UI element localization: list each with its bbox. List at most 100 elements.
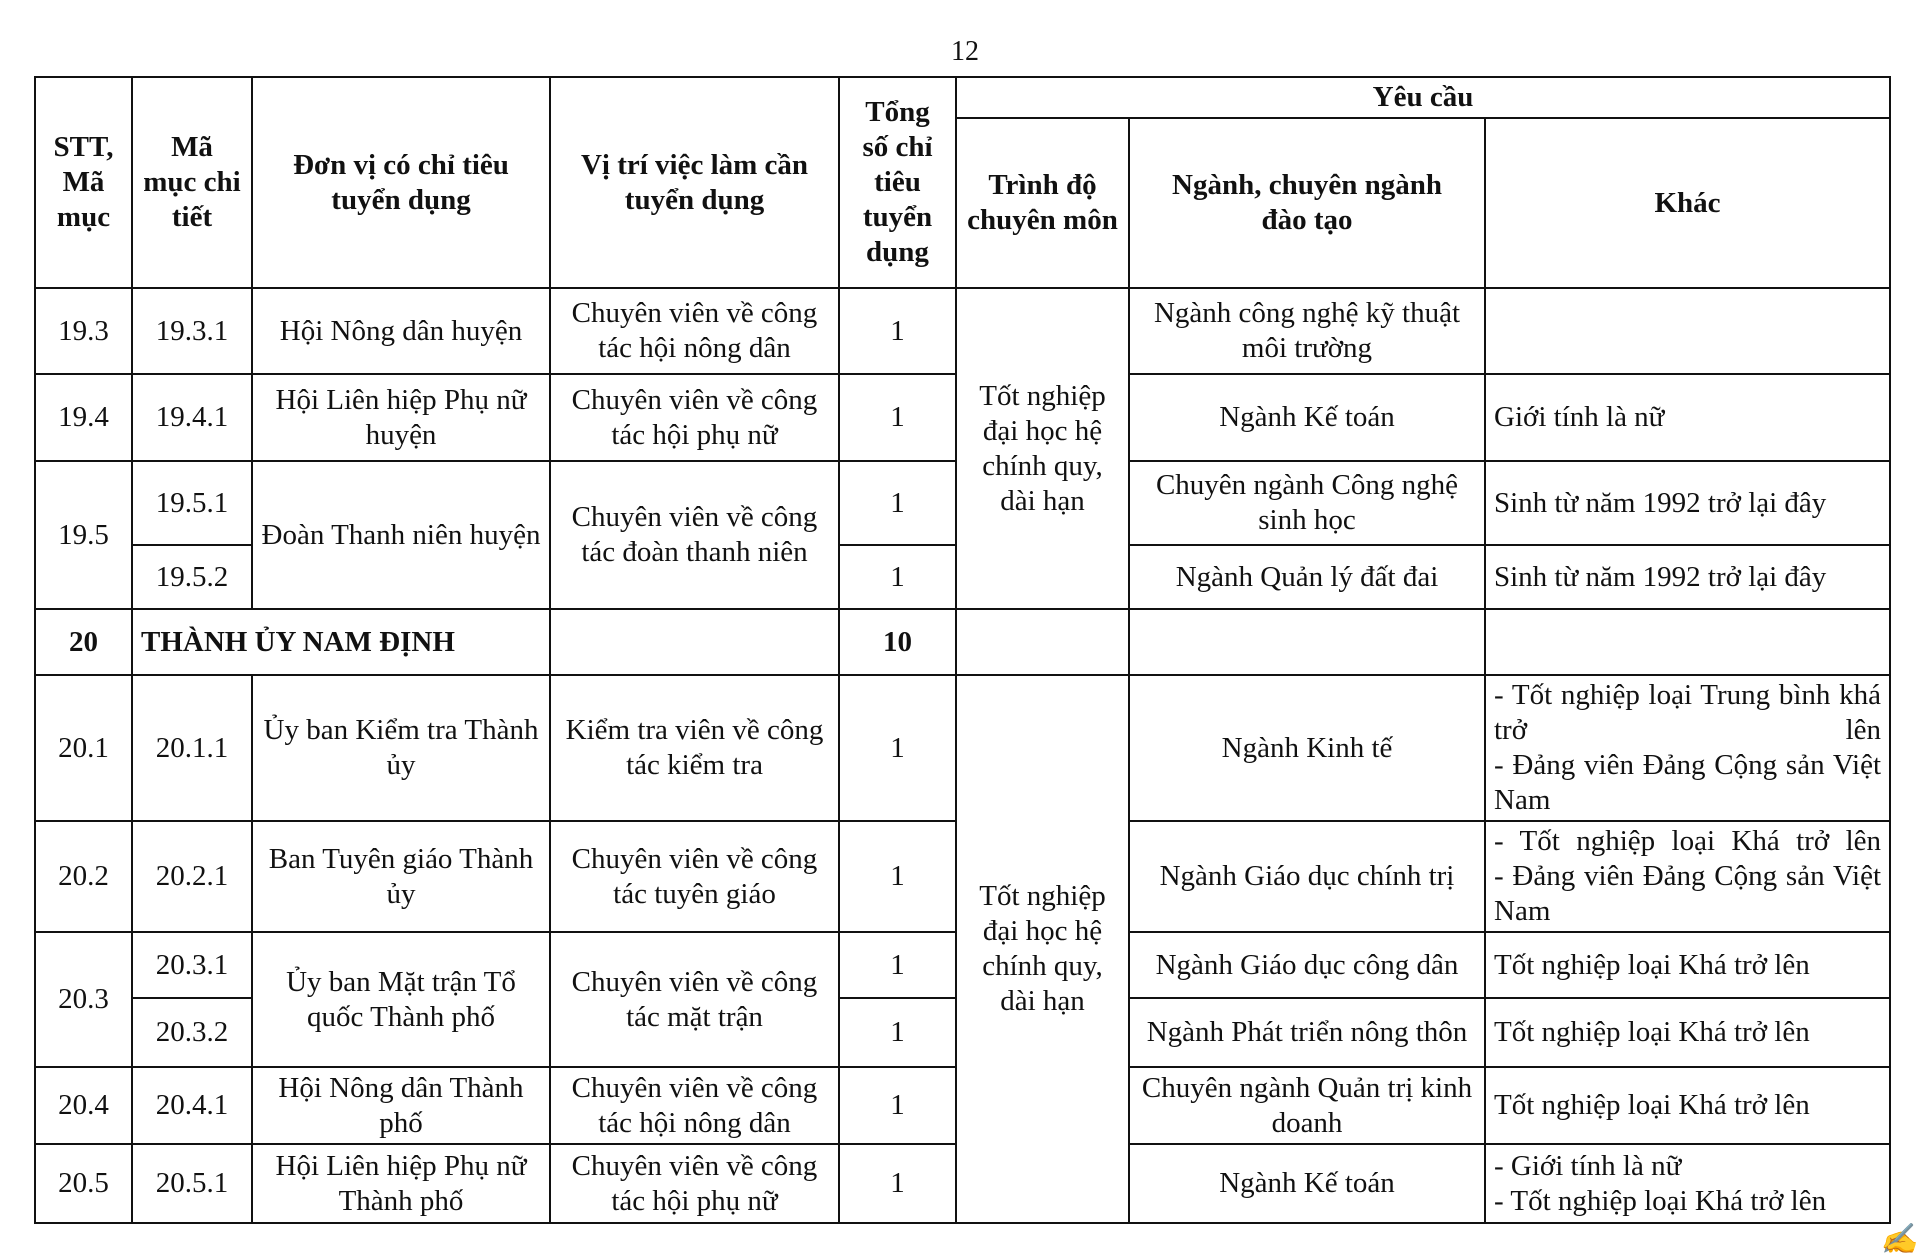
- table-row: 19.5 19.5.1 Đoàn Thanh niên huyện Chuyên…: [34, 460, 1892, 610]
- cell-don-vi: Hội Liên hiệp Phụ nữ Thành phố: [251, 1143, 551, 1224]
- cell-ma: 19.5.2: [131, 544, 253, 610]
- cell-nganh: Chuyên ngành Quản trị kinh doanh: [1128, 1066, 1486, 1145]
- cell-vi-tri: [549, 608, 840, 676]
- cell-stt: 20.2: [34, 820, 133, 933]
- cell-stt: 20: [34, 608, 133, 676]
- cell-nganh: Ngành Kế toán: [1128, 1143, 1486, 1224]
- cell-don-vi: Hội Nông dân Thành phố: [251, 1066, 551, 1145]
- cell-khac: Sinh từ năm 1992 trở lại đây: [1483, 544, 1892, 610]
- cell-stt: 19.4: [34, 373, 133, 462]
- cell-section-name: THÀNH ỦY NAM ĐỊNH: [131, 608, 551, 676]
- cell-stt: 20.3: [34, 931, 133, 1068]
- cell-stt: 20.4: [34, 1066, 133, 1145]
- header-stt: STT, Mã mục: [34, 76, 133, 289]
- cell-tong: 1: [838, 373, 957, 462]
- cell-don-vi: Ủy ban Kiểm tra Thành ủy: [251, 674, 551, 822]
- header-don-vi: Đơn vị có chỉ tiêu tuyển dụng: [251, 76, 551, 289]
- cell-tong: 1: [838, 1066, 957, 1145]
- page-number: 12: [951, 36, 979, 67]
- khac-line: Tốt nghiệp loại Khá trở lên: [1494, 948, 1810, 981]
- cell-don-vi: Đoàn Thanh niên huyện: [251, 460, 551, 610]
- cell-vi-tri: Chuyên viên về công tác hội phụ nữ: [549, 373, 840, 462]
- cell-stt: 20.5: [34, 1143, 133, 1224]
- recruitment-table: STT, Mã mục Mã mục chi tiết Đơn vị có ch…: [34, 76, 1892, 1224]
- cell-tong: 1: [838, 997, 957, 1068]
- table-row: 20.5 20.5.1 Hội Liên hiệp Phụ nữ Thành p…: [34, 1143, 1892, 1224]
- cell-ma: 20.1.1: [131, 674, 253, 822]
- table-row: 19.5.2 1 Ngành Quản lý đất đai Sinh từ n…: [35, 544, 1892, 610]
- cell-nganh: Ngành Giáo dục chính trị: [1128, 820, 1486, 933]
- khac-line: Sinh từ năm 1992 trở lại đây: [1494, 486, 1827, 519]
- khac-line: Tốt nghiệp loại Khá trở lên: [1494, 1089, 1810, 1121]
- cell-nganh: Ngành Giáo dục công dân: [1128, 931, 1486, 999]
- table-row: 20.1 20.1.1 Ủy ban Kiểm tra Thành ủy Kiể…: [34, 674, 1892, 1224]
- cell-khac: Giới tính là nữ: [1483, 373, 1892, 462]
- cell-nganh: Ngành Phát triển nông thôn: [1128, 997, 1486, 1068]
- header-nganh: Ngành, chuyên ngành đào tạo: [1128, 117, 1486, 289]
- header-tong: Tổng số chỉ tiêu tuyển dụng: [838, 76, 957, 289]
- cell-tong: 1: [838, 460, 957, 546]
- cell-ma: 20.5.1: [131, 1143, 253, 1224]
- cell-don-vi: Ủy ban Mặt trận Tổ quốc Thành phố: [251, 931, 551, 1068]
- khac-line: Giới tính là nữ: [1494, 401, 1665, 433]
- initials-mark: ✍: [1880, 1223, 1918, 1256]
- table-row: 20.4 20.4.1 Hội Nông dân Thành phố Chuyê…: [34, 1066, 1892, 1145]
- cell-vi-tri: Chuyên viên về công tác đoàn thanh niên: [549, 460, 840, 610]
- cell-khac: Tốt nghiệp loại Khá trở lên: [1483, 1066, 1892, 1145]
- khac-line: - Giới tính là nữ: [1494, 1149, 1682, 1182]
- cell-nganh: Chuyên ngành Công nghệ sinh học: [1128, 460, 1486, 546]
- header-subrow: Trình độ chuyên môn Ngành, chuyên ngành …: [35, 117, 1892, 289]
- cell-khac: - Tốt nghiệp loại Khá trở lên - Đảng viê…: [1483, 820, 1892, 933]
- cell-vi-tri: Chuyên viên về công tác hội nông dân: [549, 287, 840, 375]
- khac-line: - Đảng viên Đảng Cộng sản Việt Nam: [1494, 749, 1882, 816]
- cell-stt: 19.5: [34, 460, 133, 610]
- cell-don-vi: Hội Liên hiệp Phụ nữ huyện: [251, 373, 551, 462]
- cell-stt: 20.1: [34, 674, 133, 822]
- cell-tong: 1: [838, 544, 957, 610]
- header-trinh-do: Trình độ chuyên môn: [955, 117, 1130, 289]
- cell-ma: 20.3.1: [131, 931, 253, 999]
- cell-khac: Tốt nghiệp loại Khá trở lên: [1483, 931, 1892, 999]
- cell-don-vi: Hội Nông dân huyện: [251, 287, 551, 375]
- header-row: STT, Mã mục Mã mục chi tiết Đơn vị có ch…: [34, 76, 1892, 289]
- cell-vi-tri: Kiểm tra viên về công tác kiểm tra: [549, 674, 840, 822]
- cell-vi-tri: Chuyên viên về công tác mặt trận: [549, 931, 840, 1068]
- khac-line: Tốt nghiệp loại Khá trở lên: [1494, 1016, 1810, 1048]
- cell-nganh: Ngành Kế toán: [1128, 373, 1486, 462]
- cell-tong: 1: [838, 820, 957, 933]
- cell-khac: - Tốt nghiệp loại Trung bình khá trở lên…: [1483, 674, 1892, 822]
- khac-line: - Tốt nghiệp loại Khá trở lên: [1494, 1184, 1827, 1217]
- cell-tong: 1: [838, 931, 957, 999]
- cell-tong: 1: [838, 1143, 957, 1224]
- cell-ma: 19.5.1: [131, 460, 253, 546]
- cell-ma: 20.3.2: [131, 997, 253, 1068]
- cell-ma: 19.3.1: [131, 287, 253, 375]
- cell-tong: 1: [838, 287, 957, 375]
- cell-khac: [1483, 287, 1892, 375]
- table-row: 20.2 20.2.1 Ban Tuyên giáo Thành ủy Chuy…: [34, 820, 1892, 933]
- cell-nganh: Ngành công nghệ kỹ thuật môi trường: [1128, 287, 1486, 375]
- header-ma-muc: Mã mục chi tiết: [131, 76, 253, 289]
- cell-ma: 20.2.1: [131, 820, 253, 933]
- cell-nganh: Ngành Quản lý đất đai: [1128, 544, 1486, 610]
- cell-tong: 10: [838, 608, 957, 676]
- cell-vi-tri: Chuyên viên về công tác tuyên giáo: [549, 820, 840, 933]
- table-row: 19.4 19.4.1 Hội Liên hiệp Phụ nữ huyện C…: [34, 373, 1892, 462]
- cell-vi-tri: Chuyên viên về công tác hội phụ nữ: [549, 1143, 840, 1224]
- khac-line: Sinh từ năm 1992 trở lại đây: [1494, 560, 1827, 593]
- cell-tong: 1: [838, 674, 957, 822]
- table-row: 20.3 20.3.1 Ủy ban Mặt trận Tổ quốc Thàn…: [34, 931, 1892, 1068]
- cell-ma: 20.4.1: [131, 1066, 253, 1145]
- cell-nganh: Ngành Kinh tế: [1128, 674, 1486, 822]
- cell-trinh-do: Tốt nghiệp đại học hệ chính quy, dài hạn: [955, 674, 1130, 1224]
- khac-line: - Tốt nghiệp loại Khá trở lên: [1494, 825, 1882, 857]
- khac-line: - Đảng viên Đảng Cộng sản Việt Nam: [1494, 860, 1882, 927]
- cell-khac: Tốt nghiệp loại Khá trở lên: [1483, 997, 1892, 1068]
- cell-trinh-do: [955, 608, 1130, 676]
- header-vi-tri: Vị trí việc làm cần tuyển dụng: [549, 76, 840, 289]
- header-yeu-cau: Yêu cầu: [954, 76, 1892, 119]
- section-row: 20 THÀNH ỦY NAM ĐỊNH 10: [34, 608, 1892, 676]
- cell-stt: 19.3: [34, 287, 133, 375]
- cell-khac: - Giới tính là nữ - Tốt nghiệp loại Khá …: [1483, 1143, 1892, 1224]
- khac-line: - Tốt nghiệp loại Trung bình khá trở lên: [1494, 679, 1882, 746]
